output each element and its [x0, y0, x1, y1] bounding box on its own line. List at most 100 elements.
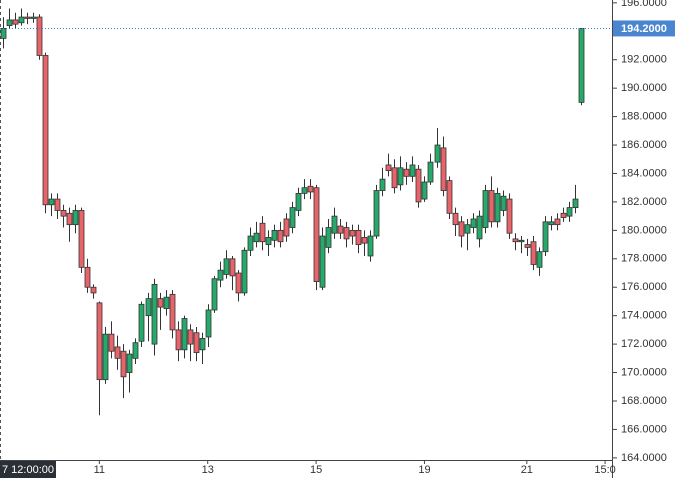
candle-body [355, 229, 362, 245]
candle-body [500, 195, 507, 211]
candle-body [145, 298, 152, 317]
candle-body [512, 238, 519, 243]
candle-body [151, 283, 158, 345]
y-tick-label: 192.0000 [621, 54, 667, 66]
y-tick-label: 166.0000 [621, 423, 667, 435]
candle-body [524, 244, 531, 248]
candle-body [253, 232, 260, 243]
candle-body [175, 329, 182, 351]
last-price-box [613, 20, 675, 37]
y-tick-label: 172.0000 [621, 338, 667, 350]
candle-body [434, 144, 441, 163]
candle-body [265, 237, 272, 245]
candle-body [132, 342, 139, 359]
candle-body [361, 237, 368, 244]
y-tick-label: 164.0000 [621, 452, 667, 464]
y-tick-label: 196.0000 [621, 0, 667, 9]
candle-body [331, 215, 338, 234]
candle-body [126, 353, 133, 373]
candle-body [506, 198, 513, 234]
candle-body [307, 185, 314, 193]
candle-body [415, 168, 422, 203]
candle-body [235, 272, 242, 294]
candle-body [391, 167, 398, 189]
last-price-label: 194.2000 [621, 23, 667, 35]
candle-body [464, 224, 471, 234]
y-tick-label: 176.0000 [621, 281, 667, 293]
candle-body [90, 286, 97, 294]
candle-body [301, 187, 308, 194]
candle-body [530, 241, 537, 265]
x-tick-label: 19 [418, 464, 430, 476]
candle-body [223, 258, 230, 275]
candle-body [458, 221, 465, 237]
candle-body [36, 16, 43, 56]
candle-body [157, 298, 164, 308]
candle-body [452, 212, 459, 226]
candle-body [518, 239, 525, 243]
x-tick-label: 11 [94, 464, 105, 476]
candle-body [421, 181, 428, 200]
candle-body [241, 249, 248, 294]
candle-body [379, 178, 386, 191]
candle-body [566, 207, 573, 217]
y-tick-label: 188.0000 [621, 111, 667, 123]
candle-body [470, 218, 477, 228]
candle-body [343, 227, 350, 240]
candle-body [108, 333, 115, 352]
crosshair-label-box [0, 461, 56, 478]
candle-body [325, 227, 332, 248]
candle-body [229, 258, 236, 277]
candle-body [259, 222, 266, 243]
x-tick-label: 7 12:00:00 [2, 464, 54, 476]
candle-body [385, 164, 392, 172]
candle-body [205, 309, 212, 338]
candle-body [12, 19, 19, 25]
candle-body [488, 190, 495, 223]
candle-body [102, 333, 109, 381]
candle-body [446, 180, 453, 214]
candle-body [271, 229, 278, 241]
y-tick-label: 178.0000 [621, 253, 667, 265]
candle-body [542, 221, 549, 253]
candle-body [277, 229, 284, 243]
candle-body [572, 198, 579, 209]
candle-body [42, 55, 49, 206]
candle-body [373, 190, 380, 237]
candle-body [548, 221, 555, 226]
candle-body [187, 329, 194, 345]
candle-body [96, 302, 103, 381]
x-tick-label: 21 [521, 464, 533, 476]
candle-body [409, 164, 416, 177]
candle-body [313, 187, 320, 282]
candle-body [337, 225, 344, 234]
candle-body [283, 218, 290, 237]
candle-body [199, 338, 206, 351]
y-tick-label: 168.0000 [621, 395, 667, 407]
candle-body [440, 147, 447, 191]
candle-body [289, 207, 296, 228]
y-tick-label: 184.0000 [621, 167, 667, 179]
candle-body [397, 167, 404, 186]
y-tick-label: 180.0000 [621, 224, 667, 236]
candle-body [48, 198, 55, 206]
candle-body [427, 161, 434, 183]
x-tick-label: 15:0 [594, 464, 615, 476]
candle-body [0, 28, 7, 39]
candle-body [18, 16, 25, 24]
y-tick-label: 174.0000 [621, 310, 667, 322]
y-tick-label: 186.0000 [621, 139, 667, 151]
candle-body [367, 235, 374, 257]
candle-body [476, 215, 483, 240]
candle-body [295, 192, 302, 211]
candle-body [72, 210, 79, 226]
candle-body [349, 229, 356, 237]
y-tick-label: 190.0000 [621, 82, 667, 94]
candle-body [560, 212, 567, 218]
candle-body [247, 235, 254, 251]
candle-body [554, 218, 561, 226]
candle-body [6, 19, 13, 26]
candle-body [217, 269, 224, 281]
